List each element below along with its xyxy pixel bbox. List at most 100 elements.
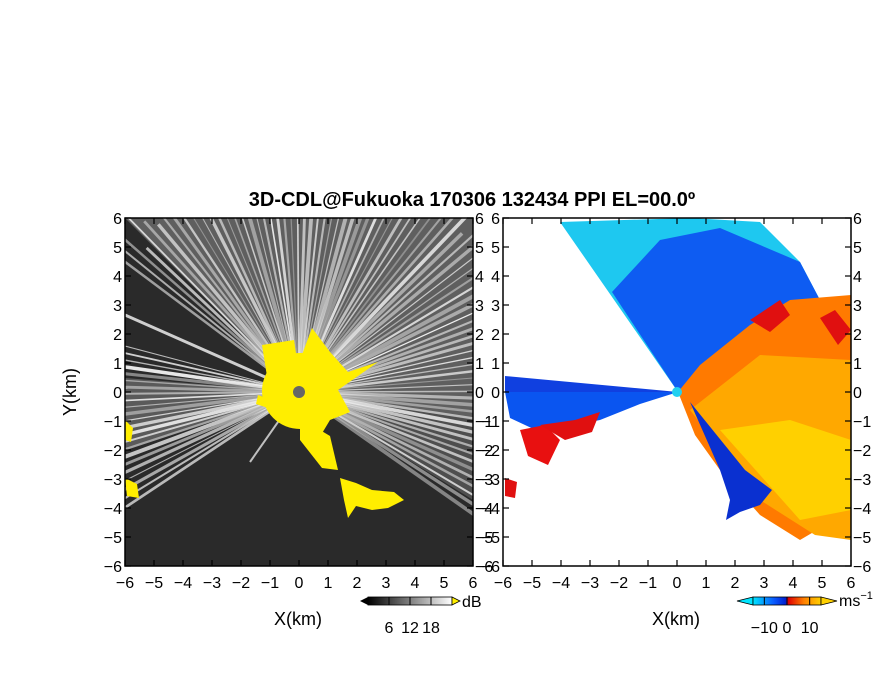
velocity-colorbar-tick-label: 0 [783,620,792,637]
intensity-panel: −6 −5 −4 −3 −2 −1 0 1 2 3 4 5 66 65 54 43 32 21 10 0−1 −1−2−… [60,211,494,637]
velocity-field [505,218,851,544]
intensity-x-axis-label: X(km) [274,609,322,629]
velocity-y-tick-label-right: −5 [853,530,871,547]
intensity-x-tick-label: −5 [145,575,163,592]
velocity-panel: −6 −5 −4 −3 −2 −1 0 1 2 3 4 5 66 65 54 43 32 21 10 0−1 −1−2−… [482,211,873,637]
figure-title: 3D-CDL@Fukuoka 170306 132434 PPI EL=00.0… [249,189,695,211]
intensity-x-tick-label: 0 [295,575,304,592]
intensity-y-axis-label: Y(km) [60,368,80,416]
velocity-x-tick-label: −4 [552,575,570,592]
velocity-colorbar: −10 0 10 ms−1 [736,590,873,637]
intensity-x-tick-label: 6 [469,575,478,592]
flagged-echo-region [125,328,404,518]
intensity-colorbar-tick-label: 12 [401,620,419,637]
intensity-y-tick-label-right: 6 [475,211,484,228]
intensity-y-tick-label-right: 5 [475,240,484,257]
velocity-y-tick-label-right: −2 [853,443,871,460]
radar-site-marker [293,386,305,398]
velocity-site-marker [672,387,682,397]
intensity-x-tick-label: −1 [261,575,279,592]
intensity-y-tick-label-right: 4 [475,269,484,286]
intensity-y-tick-label: −4 [104,501,122,518]
velocity-y-tick-label-right: −1 [853,414,871,431]
velocity-y-tick-label: 4 [491,269,500,286]
intensity-y-tick-label-right: 3 [475,298,484,315]
velocity-y-tick-label: −5 [482,530,500,547]
intensity-colorbar-tick-label: 18 [422,620,440,637]
velocity-ticks: −6 −5 −4 −3 −2 −1 0 1 2 3 4 5 66 65 54 43 32 21 10 0−1 −1−2−… [482,211,872,592]
velocity-y-tick-label: 0 [491,385,500,402]
velocity-y-tick-label-right: −3 [853,472,871,489]
intensity-colorbar-unit: dB [462,594,482,611]
intensity-y-tick-label-right: −3 [475,472,493,489]
intensity-y-tick-label-right: −5 [475,530,493,547]
intensity-y-tick-label-right: 1 [475,356,484,373]
velocity-x-axis-label: X(km) [652,609,700,629]
intensity-colorbar-tick-label: 6 [385,620,394,637]
intensity-y-tick-label: 2 [113,327,122,344]
velocity-y-tick-label: −2 [482,443,500,460]
velocity-y-tick-label: −4 [482,501,500,518]
intensity-y-tick-label: −6 [104,559,122,576]
velocity-colorbar-tick-label: −10 [751,620,778,637]
intensity-y-tick-label-right: −1 [475,414,493,431]
intensity-y-tick-label: 6 [113,211,122,228]
velocity-y-tick-label-right: 6 [853,211,862,228]
velocity-x-tick-label: 2 [731,575,740,592]
velocity-y-tick-label-right: 1 [853,356,862,373]
intensity-y-tick-label: −2 [104,443,122,460]
velocity-y-tick-label: 5 [491,240,500,257]
intensity-y-tick-label: −1 [104,414,122,431]
intensity-y-tick-label: 3 [113,298,122,315]
intensity-x-tick-label: −6 [116,575,134,592]
velocity-y-tick-label: 2 [491,327,500,344]
intensity-x-tick-label: 1 [324,575,333,592]
velocity-x-tick-label: 3 [760,575,769,592]
intensity-y-tick-label: 0 [113,385,122,402]
velocity-x-tick-label: 1 [702,575,711,592]
intensity-x-tick-label: −2 [232,575,250,592]
velocity-x-tick-label: −3 [581,575,599,592]
velocity-x-tick-label: −5 [523,575,541,592]
intensity-y-tick-label-right: −6 [475,559,493,576]
velocity-x-tick-label: −1 [639,575,657,592]
intensity-x-tick-label: 5 [440,575,449,592]
velocity-y-tick-label-right: −6 [853,559,871,576]
velocity-y-tick-label-right: 2 [853,327,862,344]
velocity-y-tick-label: −3 [482,472,500,489]
velocity-y-tick-label: 6 [491,211,500,228]
intensity-y-tick-label: −5 [104,530,122,547]
intensity-y-tick-label-right: −2 [475,443,493,460]
intensity-y-tick-label-right: 0 [475,385,484,402]
velocity-colorbar-unit: ms−1 [839,590,873,610]
velocity-y-tick-label: −1 [482,414,500,431]
intensity-ticks: −6 −5 −4 −3 −2 −1 0 1 2 3 4 5 66 65 54 43 32 21 10 0−1 −1−2−… [104,211,494,592]
velocity-y-tick-label: 1 [491,356,500,373]
intensity-x-tick-label: 2 [353,575,362,592]
velocity-x-tick-label: 6 [847,575,856,592]
velocity-y-tick-label-right: 5 [853,240,862,257]
intensity-y-tick-label: 5 [113,240,122,257]
velocity-x-tick-label: 4 [789,575,798,592]
velocity-colorbar-tick-label: 10 [801,620,819,637]
intensity-y-tick-label: 4 [113,269,122,286]
velocity-x-tick-label: 5 [818,575,827,592]
intensity-y-tick-label: 1 [113,356,122,373]
intensity-x-tick-label: 4 [411,575,420,592]
velocity-y-tick-label-right: 0 [853,385,862,402]
velocity-y-tick-label-right: −4 [853,501,871,518]
velocity-y-tick-label-right: 4 [853,269,862,286]
velocity-y-tick-label: −6 [482,559,500,576]
intensity-y-tick-label-right: −4 [475,501,493,518]
intensity-colorbar: 6 12 18 dB [360,594,482,637]
velocity-y-tick-label-right: 3 [853,298,862,315]
intensity-x-tick-label: −4 [174,575,192,592]
intensity-y-tick-label-right: 2 [475,327,484,344]
intensity-y-tick-label: −3 [104,472,122,489]
intensity-x-tick-label: 3 [382,575,391,592]
velocity-x-tick-label: −6 [494,575,512,592]
velocity-y-tick-label: 3 [491,298,500,315]
velocity-x-tick-label: −2 [610,575,628,592]
intensity-x-tick-label: −3 [203,575,221,592]
